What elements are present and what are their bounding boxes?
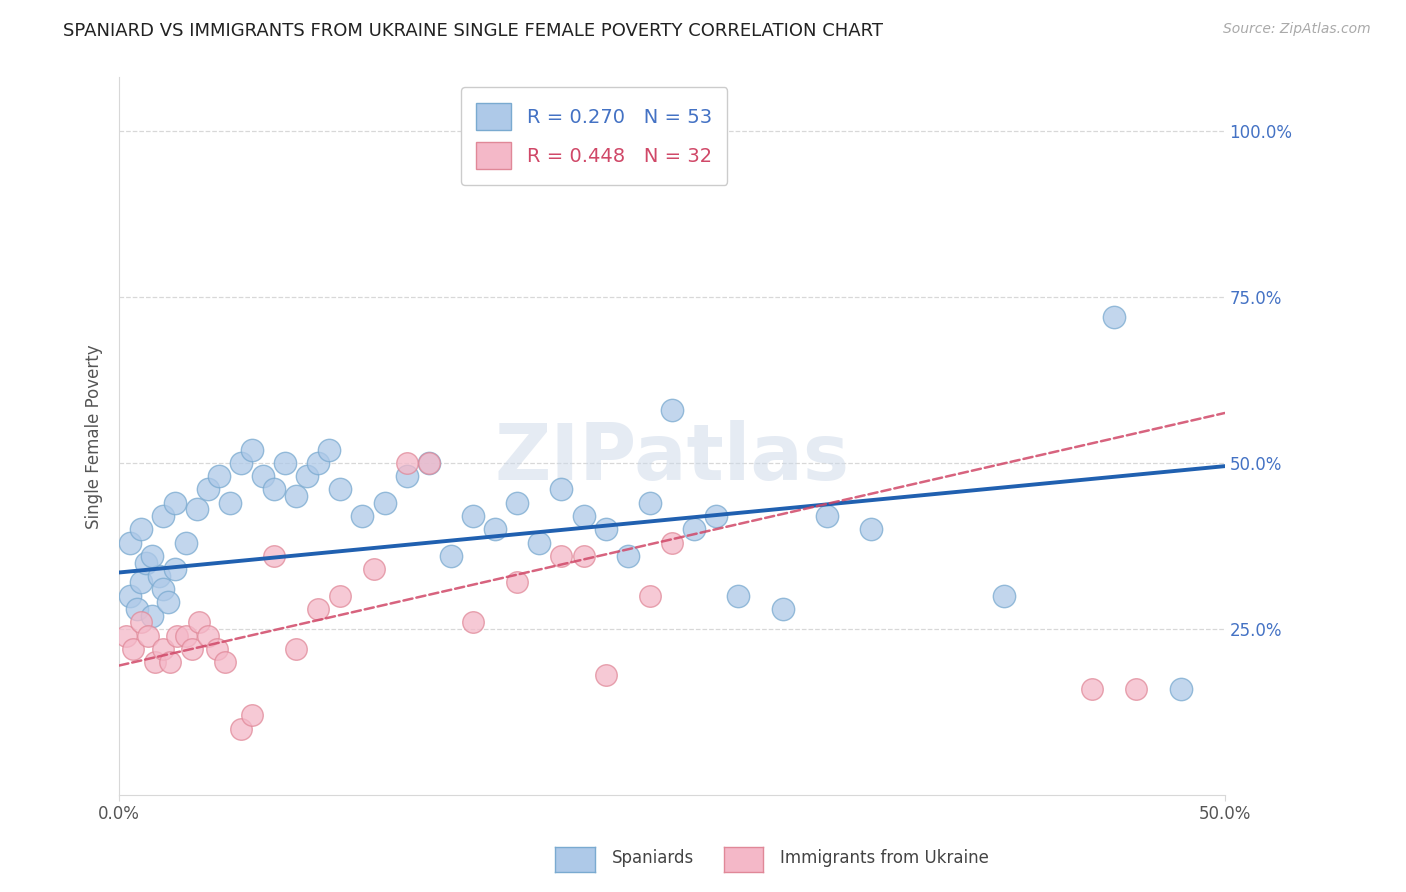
Point <box>440 549 463 563</box>
Text: Source: ZipAtlas.com: Source: ZipAtlas.com <box>1223 22 1371 37</box>
Point <box>240 708 263 723</box>
Point <box>1170 681 1192 696</box>
Point <box>815 508 838 523</box>
Point <box>595 522 617 536</box>
Point <box>616 549 638 563</box>
Point <box>163 562 186 576</box>
Point <box>395 469 418 483</box>
Point <box>148 569 170 583</box>
Point <box>181 641 204 656</box>
Point <box>374 496 396 510</box>
Point <box>638 589 661 603</box>
Text: Spaniards: Spaniards <box>612 849 693 867</box>
Point <box>152 641 174 656</box>
Point <box>572 508 595 523</box>
Point <box>1102 310 1125 324</box>
Point <box>141 549 163 563</box>
Point <box>274 456 297 470</box>
Point <box>352 508 374 523</box>
Point <box>461 615 484 630</box>
Point <box>772 602 794 616</box>
Point <box>131 615 153 630</box>
Point <box>252 469 274 483</box>
Point <box>115 629 138 643</box>
Point <box>143 655 166 669</box>
Point <box>318 442 340 457</box>
Point <box>572 549 595 563</box>
Point <box>136 629 159 643</box>
Point <box>152 582 174 596</box>
Point <box>159 655 181 669</box>
Point <box>141 608 163 623</box>
Point <box>218 496 240 510</box>
Point <box>661 402 683 417</box>
Y-axis label: Single Female Poverty: Single Female Poverty <box>86 344 103 529</box>
Point <box>727 589 749 603</box>
Point <box>187 615 209 630</box>
Point <box>135 556 157 570</box>
Point <box>229 722 252 736</box>
Point <box>484 522 506 536</box>
Point <box>152 508 174 523</box>
Point <box>506 496 529 510</box>
Point <box>307 602 329 616</box>
Point <box>174 535 197 549</box>
Point <box>214 655 236 669</box>
Point <box>125 602 148 616</box>
Point <box>263 549 285 563</box>
Point <box>121 641 143 656</box>
Point <box>993 589 1015 603</box>
Point <box>550 549 572 563</box>
Point <box>205 641 228 656</box>
Point <box>131 522 153 536</box>
Point <box>329 589 352 603</box>
Text: ZIPatlas: ZIPatlas <box>495 420 849 496</box>
Point <box>1081 681 1104 696</box>
Point <box>229 456 252 470</box>
Legend: R = 0.270   N = 53, R = 0.448   N = 32: R = 0.270 N = 53, R = 0.448 N = 32 <box>461 87 727 185</box>
Point <box>285 641 308 656</box>
Point <box>704 508 727 523</box>
Point <box>186 502 208 516</box>
Point <box>120 535 142 549</box>
Point <box>550 483 572 497</box>
Point <box>683 522 706 536</box>
Point <box>661 535 683 549</box>
Text: SPANIARD VS IMMIGRANTS FROM UKRAINE SINGLE FEMALE POVERTY CORRELATION CHART: SPANIARD VS IMMIGRANTS FROM UKRAINE SING… <box>63 22 883 40</box>
Point <box>295 469 318 483</box>
Point <box>595 668 617 682</box>
Point <box>418 456 440 470</box>
Point <box>197 629 219 643</box>
Point <box>174 629 197 643</box>
Text: Immigrants from Ukraine: Immigrants from Ukraine <box>780 849 990 867</box>
Point <box>363 562 385 576</box>
Point <box>1125 681 1147 696</box>
Point <box>263 483 285 497</box>
Point <box>240 442 263 457</box>
Point <box>529 535 551 549</box>
Point <box>395 456 418 470</box>
Point <box>197 483 219 497</box>
Point <box>307 456 329 470</box>
Point <box>638 496 661 510</box>
Point <box>418 456 440 470</box>
Point <box>120 589 142 603</box>
Point <box>131 575 153 590</box>
Point <box>285 489 308 503</box>
Point <box>163 496 186 510</box>
Point <box>208 469 231 483</box>
Point <box>329 483 352 497</box>
Point <box>461 508 484 523</box>
Point <box>859 522 882 536</box>
Point <box>156 595 179 609</box>
Point <box>506 575 529 590</box>
Point <box>166 629 188 643</box>
